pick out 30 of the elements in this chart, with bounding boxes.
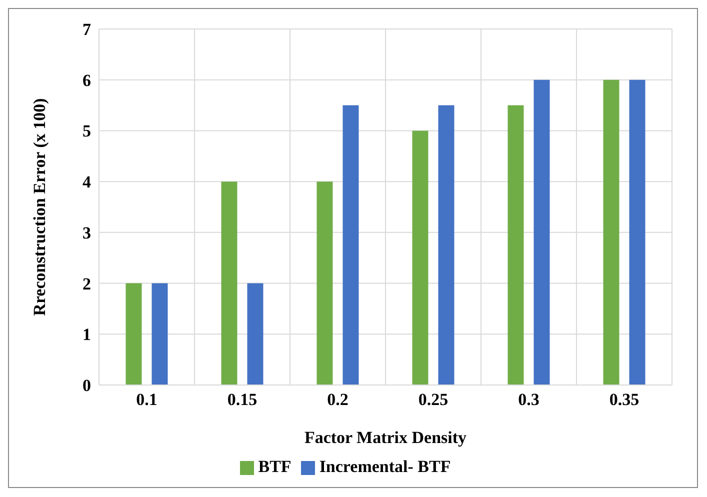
- x-tick-label: 0.15: [227, 390, 258, 410]
- x-tick-label: 0.2: [327, 390, 348, 410]
- y-tick-label: 7: [82, 20, 92, 40]
- bar: [508, 105, 524, 385]
- y-tick-label: 4: [82, 172, 92, 192]
- bar: [534, 80, 550, 385]
- y-axis-title: Rreconstruction Error (x 100): [30, 98, 50, 316]
- bar: [629, 80, 646, 385]
- y-tick-label: 6: [82, 70, 91, 90]
- bar: [221, 182, 238, 385]
- y-tick-label: 0: [82, 376, 91, 396]
- bar: [316, 182, 333, 385]
- x-tick-label: 0.3: [518, 390, 540, 410]
- x-tick-label: 0.1: [136, 390, 158, 410]
- legend-label: BTF: [258, 457, 292, 476]
- bar: [412, 130, 428, 385]
- bar: [438, 105, 454, 385]
- bar: [342, 105, 359, 385]
- x-tick-label: 0.25: [418, 390, 448, 410]
- legend-label: Incremental- BTF: [319, 457, 451, 476]
- y-tick-label: 1: [82, 325, 91, 344]
- y-tick-label: 2: [82, 274, 91, 294]
- bar: [126, 283, 142, 385]
- y-tick-label: 5: [82, 122, 91, 141]
- bar: [152, 283, 168, 385]
- x-tick-label: 0.35: [609, 390, 640, 410]
- bar: [603, 80, 620, 385]
- x-axis-title: Factor Matrix Density: [304, 428, 468, 447]
- y-tick-label: 3: [82, 223, 91, 242]
- bar: [247, 283, 264, 385]
